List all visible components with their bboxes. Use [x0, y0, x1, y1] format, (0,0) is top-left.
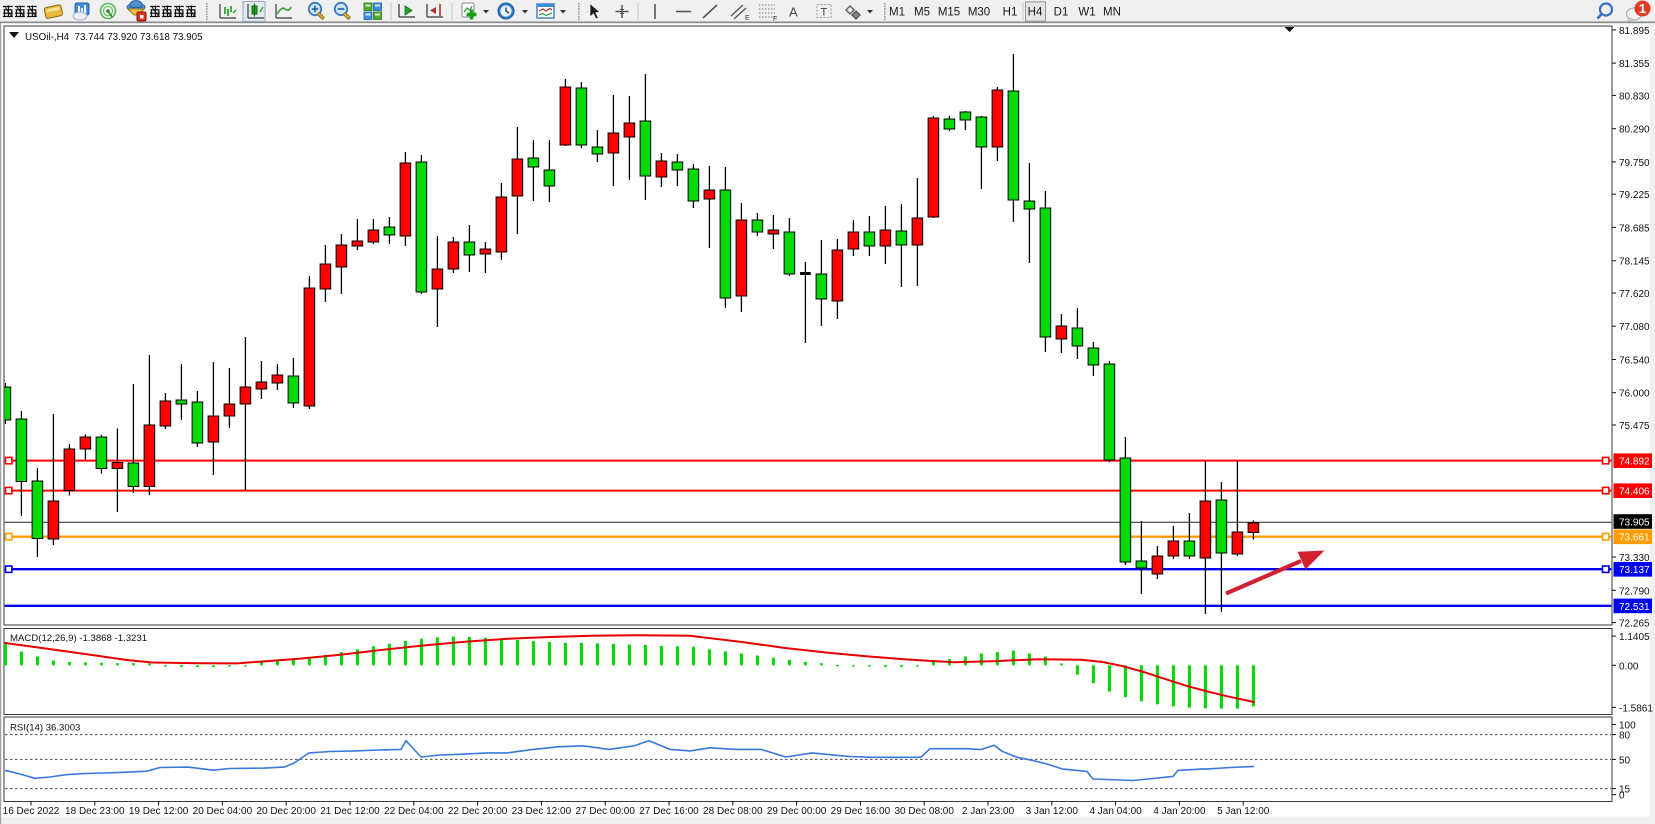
svg-text:23 Dec 12:00: 23 Dec 12:00: [512, 806, 572, 817]
svg-text:80: 80: [1619, 731, 1631, 742]
svg-text:81.895: 81.895: [1619, 26, 1650, 37]
svg-text:22 Dec 20:00: 22 Dec 20:00: [448, 806, 508, 817]
svg-text:27 Dec 00:00: 27 Dec 00:00: [575, 806, 635, 817]
svg-text:79.225: 79.225: [1619, 190, 1650, 201]
svg-text:81.355: 81.355: [1619, 59, 1650, 70]
svg-text:3 Jan 12:00: 3 Jan 12:00: [1026, 806, 1079, 817]
svg-text:28 Dec 08:00: 28 Dec 08:00: [703, 806, 763, 817]
svg-text:74.406: 74.406: [1619, 487, 1650, 498]
svg-text:USOil-,H4 73.744 73.920 73.61: USOil-,H4 73.744 73.920 73.618 73.905: [25, 32, 203, 43]
svg-text:76.000: 76.000: [1619, 389, 1650, 400]
svg-text:19 Dec 12:00: 19 Dec 12:00: [129, 806, 189, 817]
svg-text:21 Dec 12:00: 21 Dec 12:00: [320, 806, 380, 817]
svg-text:72.790: 72.790: [1619, 586, 1650, 597]
svg-text:T: T: [821, 7, 828, 19]
svg-text:72.531: 72.531: [1619, 602, 1650, 613]
svg-text:73.330: 73.330: [1619, 553, 1650, 564]
svg-text:50: 50: [1619, 755, 1631, 766]
svg-text:H4: H4: [1028, 7, 1043, 19]
svg-text:72.265: 72.265: [1619, 619, 1650, 630]
svg-text:100: 100: [1619, 721, 1636, 732]
svg-text:18 Dec 23:00: 18 Dec 23:00: [65, 806, 125, 817]
svg-text:H1: H1: [1003, 7, 1018, 19]
svg-text:-1.5861: -1.5861: [1619, 703, 1653, 714]
svg-text:15: 15: [1619, 785, 1631, 796]
svg-text:M15: M15: [938, 7, 960, 19]
svg-text:27 Dec 16:00: 27 Dec 16:00: [639, 806, 699, 817]
svg-text:73.137: 73.137: [1619, 565, 1650, 576]
svg-text:F: F: [773, 16, 777, 23]
svg-text:79.750: 79.750: [1619, 158, 1650, 169]
svg-text:77.620: 77.620: [1619, 289, 1650, 300]
svg-text:80.290: 80.290: [1619, 125, 1650, 136]
svg-text:4 Jan 04:00: 4 Jan 04:00: [1089, 806, 1142, 817]
svg-text:RSI(14) 36.3003: RSI(14) 36.3003: [10, 723, 80, 734]
svg-text:74.892: 74.892: [1619, 457, 1650, 468]
svg-text:5 Jan 12:00: 5 Jan 12:00: [1217, 806, 1270, 817]
svg-text:W1: W1: [1078, 7, 1095, 19]
svg-text:0.00: 0.00: [1619, 661, 1639, 672]
svg-text:2 Jan 23:00: 2 Jan 23:00: [962, 806, 1015, 817]
svg-text:1.1405: 1.1405: [1619, 632, 1650, 643]
svg-text:0: 0: [1619, 791, 1625, 802]
svg-text:E: E: [745, 15, 750, 22]
svg-text:29 Dec 16:00: 29 Dec 16:00: [831, 806, 891, 817]
svg-text:4 Jan 20:00: 4 Jan 20:00: [1153, 806, 1206, 817]
svg-text:M30: M30: [968, 7, 990, 19]
svg-text:MACD(12,26,9) -1.3868 -1.3231: MACD(12,26,9) -1.3868 -1.3231: [10, 633, 147, 644]
svg-text:77.080: 77.080: [1619, 322, 1650, 333]
svg-text:16 Dec 2022: 16 Dec 2022: [3, 806, 60, 817]
svg-text:78.145: 78.145: [1619, 257, 1650, 268]
svg-text:1: 1: [1639, 1, 1646, 16]
svg-text:29 Dec 00:00: 29 Dec 00:00: [767, 806, 827, 817]
svg-text:20 Dec 20:00: 20 Dec 20:00: [256, 806, 316, 817]
svg-text:A: A: [789, 5, 798, 20]
svg-text:M5: M5: [914, 7, 930, 19]
svg-text:22 Dec 04:00: 22 Dec 04:00: [384, 806, 444, 817]
svg-text:M1: M1: [889, 7, 905, 19]
svg-text:MN: MN: [1103, 7, 1121, 19]
svg-text:D1: D1: [1054, 7, 1069, 19]
svg-text:76.540: 76.540: [1619, 356, 1650, 367]
svg-text:80.830: 80.830: [1619, 91, 1650, 102]
svg-text:30 Dec 08:00: 30 Dec 08:00: [894, 806, 954, 817]
svg-text:73.905: 73.905: [1619, 517, 1650, 528]
svg-text:73.661: 73.661: [1619, 533, 1650, 544]
svg-text:78.685: 78.685: [1619, 223, 1650, 234]
svg-text:75.475: 75.475: [1619, 421, 1650, 432]
svg-text:20 Dec 04:00: 20 Dec 04:00: [193, 806, 253, 817]
